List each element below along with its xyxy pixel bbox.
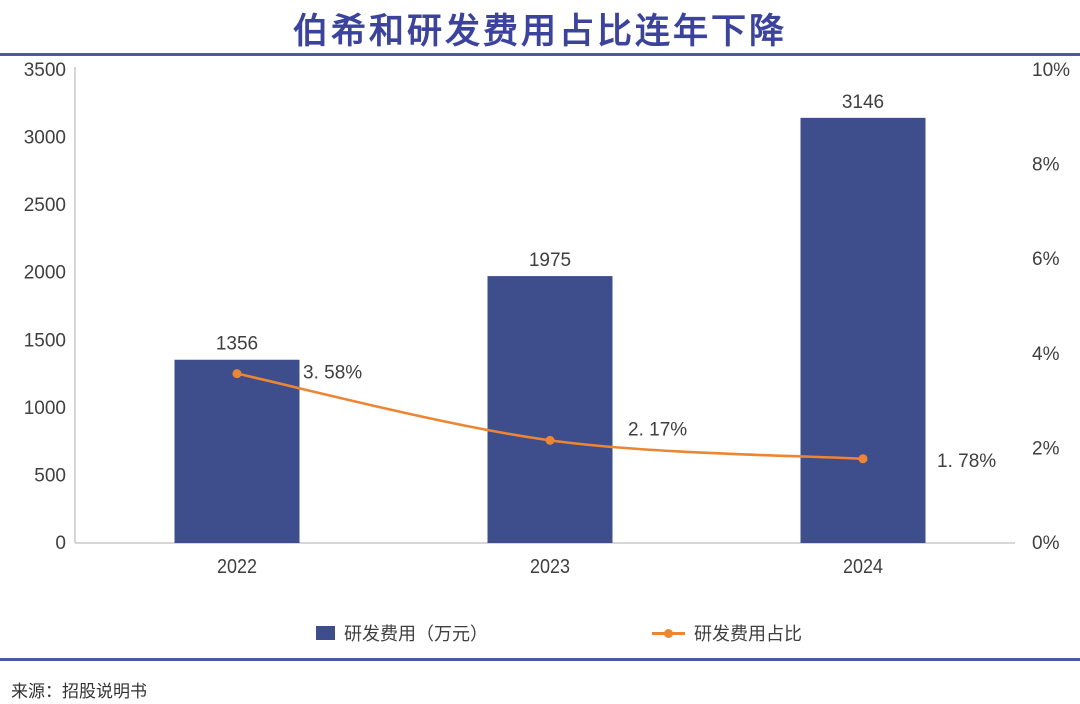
x-axis-label-2023: 2023 [530, 556, 570, 578]
point-value-label: 1. 78% [937, 451, 996, 472]
point-value-label: 2. 17% [628, 419, 687, 440]
x-axis-label-2024: 2024 [843, 556, 883, 578]
bar-series-swatch-icon [316, 626, 335, 640]
right-axis-tick-label: 4% [1032, 344, 1060, 365]
right-axis-tick-label: 0% [1032, 533, 1060, 554]
bar-value-label: 3146 [842, 92, 884, 113]
right-axis-tick-label: 6% [1032, 249, 1060, 270]
bar-2022 [174, 359, 300, 543]
x-axis-label-2022: 2022 [217, 556, 257, 578]
left-axis-tick-label: 1000 [24, 398, 66, 419]
left-axis-tick-label: 3000 [24, 128, 66, 149]
left-axis-tick-label: 2500 [24, 195, 66, 216]
left-axis-tick-label: 1500 [24, 330, 66, 351]
left-axis-tick-label: 2000 [24, 263, 66, 284]
legend-label: 研发费用（万元） [344, 624, 488, 644]
right-axis-tick-label: 10% [1032, 60, 1070, 81]
data-point-2022 [232, 369, 242, 379]
source-note: 来源：招股说明书 [11, 682, 147, 701]
left-axis-tick-label: 0 [55, 533, 66, 554]
point-value-label: 3. 58% [303, 363, 362, 384]
right-axis-tick-label: 8% [1032, 155, 1060, 176]
left-axis-tick-label: 500 [34, 465, 66, 486]
left-axis-tick-label: 3500 [24, 60, 66, 81]
bar-2023 [487, 276, 613, 543]
line-series-swatch-icon [652, 628, 685, 638]
legend-item-rd-expense: 研发费用（万元） [316, 621, 488, 645]
bar-value-label: 1975 [529, 250, 571, 271]
data-point-2023 [545, 435, 555, 445]
data-point-2024 [858, 454, 868, 464]
bar-value-label: 1356 [216, 334, 258, 355]
page-title: 伯希和研发费用占比连年下降 [292, 12, 787, 51]
bottom-divider [0, 658, 1080, 661]
legend-label: 研发费用占比 [694, 624, 802, 644]
chart-legend: 研发费用（万元） 研发费用占比 [0, 621, 1080, 645]
top-divider [0, 53, 1080, 56]
right-axis-tick-label: 2% [1032, 438, 1060, 459]
legend-item-rd-ratio: 研发费用占比 [652, 621, 802, 645]
bar-2024 [800, 117, 926, 543]
